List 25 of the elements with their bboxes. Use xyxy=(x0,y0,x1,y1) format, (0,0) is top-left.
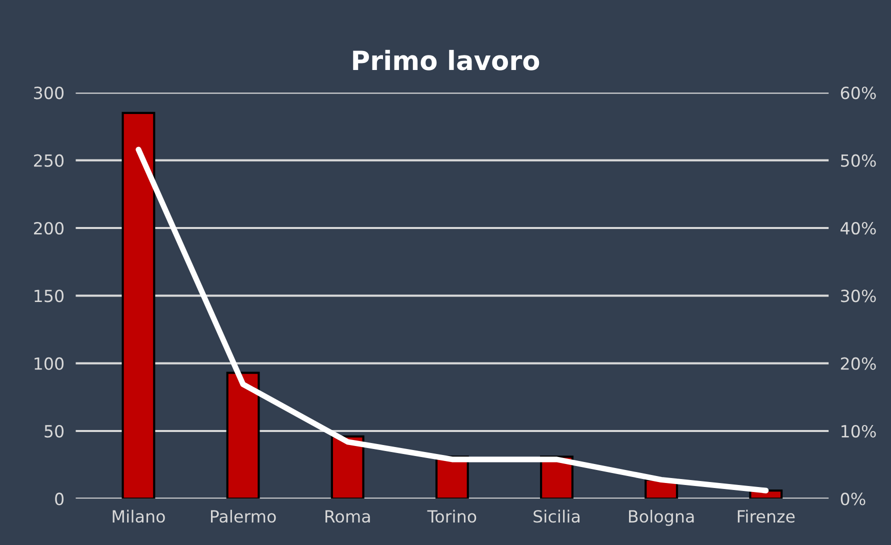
y2-tick-label: 50% xyxy=(841,154,876,167)
y2-tick-label: 10% xyxy=(842,424,876,438)
y2-tick-label: 20% xyxy=(840,357,876,370)
y-tick-label: 250 xyxy=(34,154,64,167)
bar xyxy=(226,372,260,499)
chart-title: Primo lavoro xyxy=(353,50,540,70)
x-tick-label: Roma xyxy=(326,510,370,523)
bar xyxy=(330,435,364,499)
x-tick-label: Palermo xyxy=(210,510,276,523)
bar xyxy=(122,112,156,499)
y-tick-label: 0 xyxy=(55,492,64,506)
y-tick-label: 150 xyxy=(34,290,64,302)
y-tick-label: 50 xyxy=(44,424,64,438)
y2-tick-label: 40% xyxy=(840,222,876,235)
y2-tick-label: 0% xyxy=(840,492,866,506)
x-tick-label: Sicilia xyxy=(534,510,580,523)
x-tick-label: Milano xyxy=(112,510,165,523)
x-tick-label: Torino xyxy=(427,510,476,523)
y-tick-label: 300 xyxy=(34,86,64,100)
x-tick-label: Firenze xyxy=(738,510,795,523)
y-tick-label: 200 xyxy=(34,222,64,235)
x-tick-label: Bologna xyxy=(629,510,694,526)
y2-tick-label: 30% xyxy=(841,290,876,302)
y-tick-label: 100 xyxy=(34,357,64,370)
y2-tick-label: 60% xyxy=(840,86,876,100)
